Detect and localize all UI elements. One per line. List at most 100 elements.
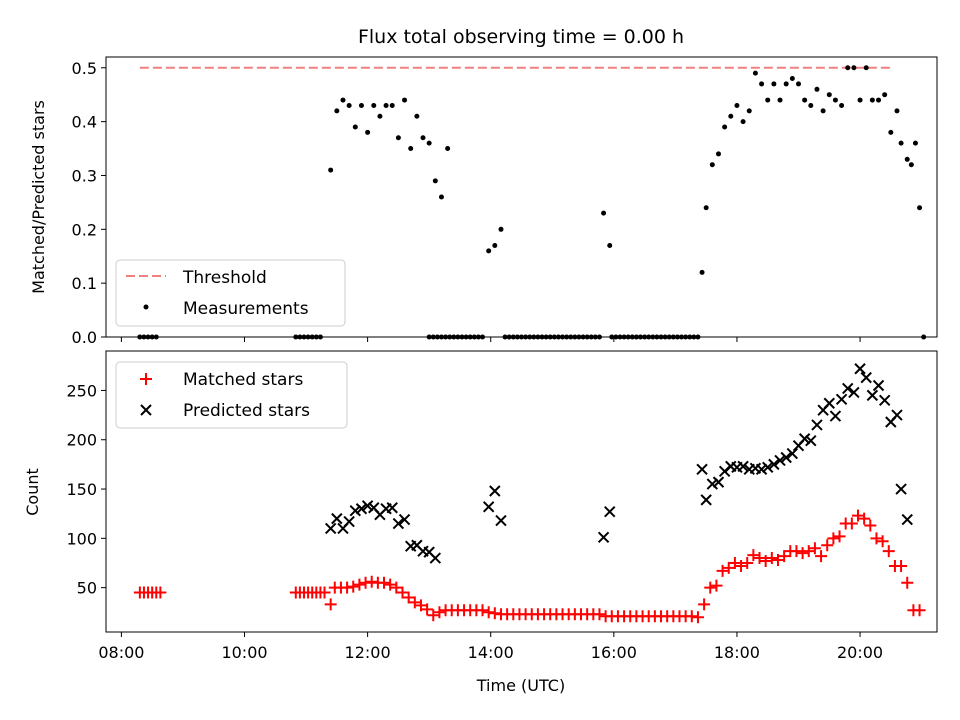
bottom-y-tick-label: 100 bbox=[66, 529, 97, 548]
matched-stars-point bbox=[408, 596, 421, 609]
measurements-legend-marker bbox=[143, 304, 149, 310]
measurement-point bbox=[395, 135, 401, 141]
bottom-y-tick-label: 250 bbox=[66, 381, 97, 400]
measurement-point bbox=[596, 334, 602, 340]
predicted-stars-point bbox=[349, 505, 362, 517]
bottom-y-axis-label: Count bbox=[23, 468, 42, 516]
bottom-legend: Matched stars Predicted stars bbox=[115, 361, 348, 429]
measurement-point bbox=[328, 167, 334, 173]
measurement-point bbox=[650, 334, 656, 340]
measurement-point bbox=[426, 334, 432, 340]
matched-stars-point bbox=[716, 564, 729, 577]
predicted-stars-point bbox=[482, 501, 495, 513]
bottom-y-tick-label: 50 bbox=[77, 579, 97, 598]
matched-stars-point bbox=[833, 530, 846, 543]
measurement-point bbox=[765, 97, 771, 103]
predicted-stars-point bbox=[878, 394, 891, 407]
measurement-point bbox=[402, 97, 408, 103]
matched-stars-point bbox=[796, 547, 809, 560]
predicted-stars-point bbox=[829, 410, 842, 422]
predicted-stars-point bbox=[706, 478, 719, 490]
matched-stars-point bbox=[802, 545, 815, 558]
measurement-point bbox=[699, 269, 705, 275]
measurement-point bbox=[301, 334, 307, 340]
measurement-point bbox=[808, 102, 814, 108]
predicted-stars-point bbox=[597, 531, 610, 544]
matched-stars-point bbox=[421, 603, 434, 616]
matched-stars-point bbox=[771, 554, 784, 567]
x-tick-label: 14:00 bbox=[468, 643, 514, 662]
measurement-point bbox=[564, 334, 570, 340]
x-tick-label: 08:00 bbox=[98, 643, 144, 662]
predicted-stars-point bbox=[604, 506, 616, 518]
measurement-point bbox=[783, 81, 789, 87]
measurement-point bbox=[365, 129, 371, 135]
measurement-point bbox=[443, 334, 449, 340]
matched-stars-point bbox=[870, 532, 883, 545]
top-axes: 0.0 0.1 0.2 0.3 0.4 0.5 Matched/Predicted sta… bbox=[29, 56, 938, 347]
measurement-point bbox=[617, 334, 623, 340]
matched-stars-point bbox=[384, 578, 397, 591]
measurement-point bbox=[317, 334, 323, 340]
measurement-point bbox=[568, 334, 574, 340]
bottom-y-tick-label: 150 bbox=[66, 480, 97, 499]
measurement-point bbox=[832, 97, 838, 103]
matched-stars-point bbox=[876, 535, 889, 548]
measurement-point bbox=[551, 334, 557, 340]
measurement-point bbox=[371, 102, 377, 108]
measurement-point bbox=[408, 146, 414, 152]
measurement-point bbox=[898, 140, 904, 146]
x-tick-label: 10:00 bbox=[221, 643, 267, 662]
measurement-point bbox=[695, 334, 701, 340]
predicted-stars-point bbox=[700, 494, 712, 506]
predicted-stars-point bbox=[398, 513, 411, 526]
measurement-point bbox=[149, 334, 155, 340]
predicted-stars-point bbox=[324, 522, 337, 535]
measurement-point bbox=[638, 334, 644, 340]
measurement-point bbox=[486, 248, 492, 254]
measurement-point bbox=[629, 334, 635, 340]
measurement-point bbox=[921, 334, 927, 340]
measurement-point bbox=[703, 205, 709, 211]
measurement-point bbox=[293, 334, 299, 340]
predicted-stars-point bbox=[835, 393, 848, 406]
matched-stars-point bbox=[864, 519, 877, 532]
matched-stars-point bbox=[728, 556, 741, 569]
measurement-point bbox=[857, 97, 863, 103]
matched-stars-point bbox=[901, 576, 914, 589]
x-tick-label: 12:00 bbox=[345, 643, 391, 662]
measurement-point bbox=[560, 334, 566, 340]
matched-stars-point bbox=[691, 611, 704, 624]
measurement-point bbox=[904, 156, 910, 162]
matched-stars-point bbox=[402, 591, 415, 604]
measurement-point bbox=[814, 86, 820, 92]
measurement-point bbox=[438, 334, 444, 340]
measurement-point bbox=[445, 146, 451, 152]
measurement-point bbox=[547, 334, 553, 340]
measurement-point bbox=[752, 70, 758, 76]
measurement-point bbox=[438, 194, 444, 200]
measurements-legend-label: Measurements bbox=[183, 299, 309, 319]
predicted-stars-point bbox=[755, 463, 768, 476]
predicted-stars-point bbox=[774, 454, 786, 467]
measurement-point bbox=[352, 124, 358, 130]
predicted-stars-point bbox=[854, 363, 866, 375]
measurement-point bbox=[480, 334, 486, 340]
measurement-point bbox=[531, 334, 537, 340]
matched-stars-point bbox=[318, 586, 331, 599]
predicted-legend-marker bbox=[140, 404, 152, 416]
measurement-point bbox=[894, 108, 900, 114]
predicted-stars-point bbox=[489, 485, 501, 497]
measurement-point bbox=[475, 334, 481, 340]
predicted-stars-point bbox=[343, 515, 355, 528]
matched-stars-point bbox=[704, 581, 717, 594]
matched-stars-point bbox=[433, 606, 446, 619]
measurement-point bbox=[514, 334, 520, 340]
matched-stars-point bbox=[741, 556, 754, 569]
measurement-point bbox=[734, 102, 740, 108]
measurement-point bbox=[654, 334, 660, 340]
measurement-point bbox=[584, 334, 590, 340]
measurement-point bbox=[759, 81, 765, 87]
measurement-point bbox=[510, 334, 516, 340]
measurement-point bbox=[917, 205, 923, 211]
